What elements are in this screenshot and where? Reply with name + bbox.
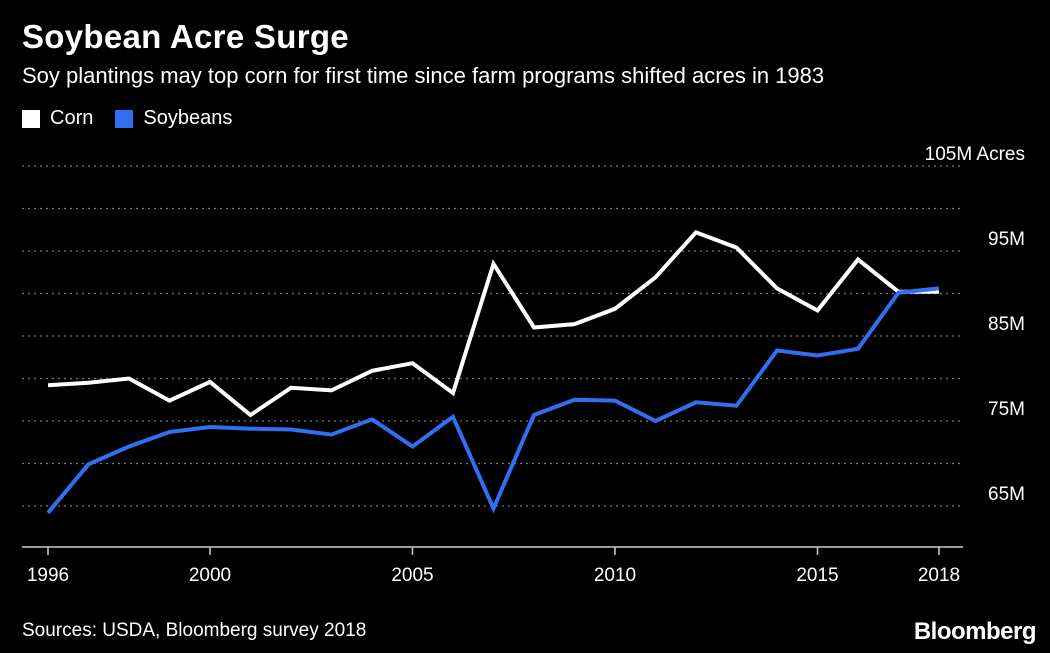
y-tick-label-75: 75M <box>988 399 1025 420</box>
y-tick-label-95: 95M <box>988 229 1025 250</box>
x-tick-label-2005: 2005 <box>391 565 433 586</box>
x-tick-label-2010: 2010 <box>594 565 636 586</box>
legend-label-corn: Corn <box>50 107 94 129</box>
legend-swatch-corn <box>22 109 40 128</box>
chart-subtitle: Soy plantings may top corn for first tim… <box>22 63 825 88</box>
series-line-corn <box>47 229 939 418</box>
legend-item-corn: Corn <box>22 107 93 130</box>
legend-label-soybeans: Soybeans <box>143 107 233 129</box>
x-tick-label-2000: 2000 <box>189 565 231 586</box>
legend-swatch-soybeans <box>115 109 134 128</box>
y-tick-label-65: 65M <box>988 484 1025 505</box>
y-tick-label-105: 105M Acres <box>925 144 1025 165</box>
x-tick-label-2015: 2015 <box>796 565 838 586</box>
legend-item-soybeans: Soybeans <box>115 107 232 130</box>
x-tick-label-2018: 2018 <box>918 565 960 586</box>
y-tick-label-85: 85M <box>988 314 1025 335</box>
series-line-soybeans <box>46 286 940 515</box>
bloomberg-logo: Bloomberg <box>913 618 1037 645</box>
source-note: Sources: USDA, Bloomberg survey 2018 <box>22 620 367 641</box>
x-tick-label-1996: 1996 <box>27 565 69 586</box>
legend: Corn Soybeans <box>22 107 254 130</box>
chart-title: Soybean Acre Surge <box>22 18 349 55</box>
